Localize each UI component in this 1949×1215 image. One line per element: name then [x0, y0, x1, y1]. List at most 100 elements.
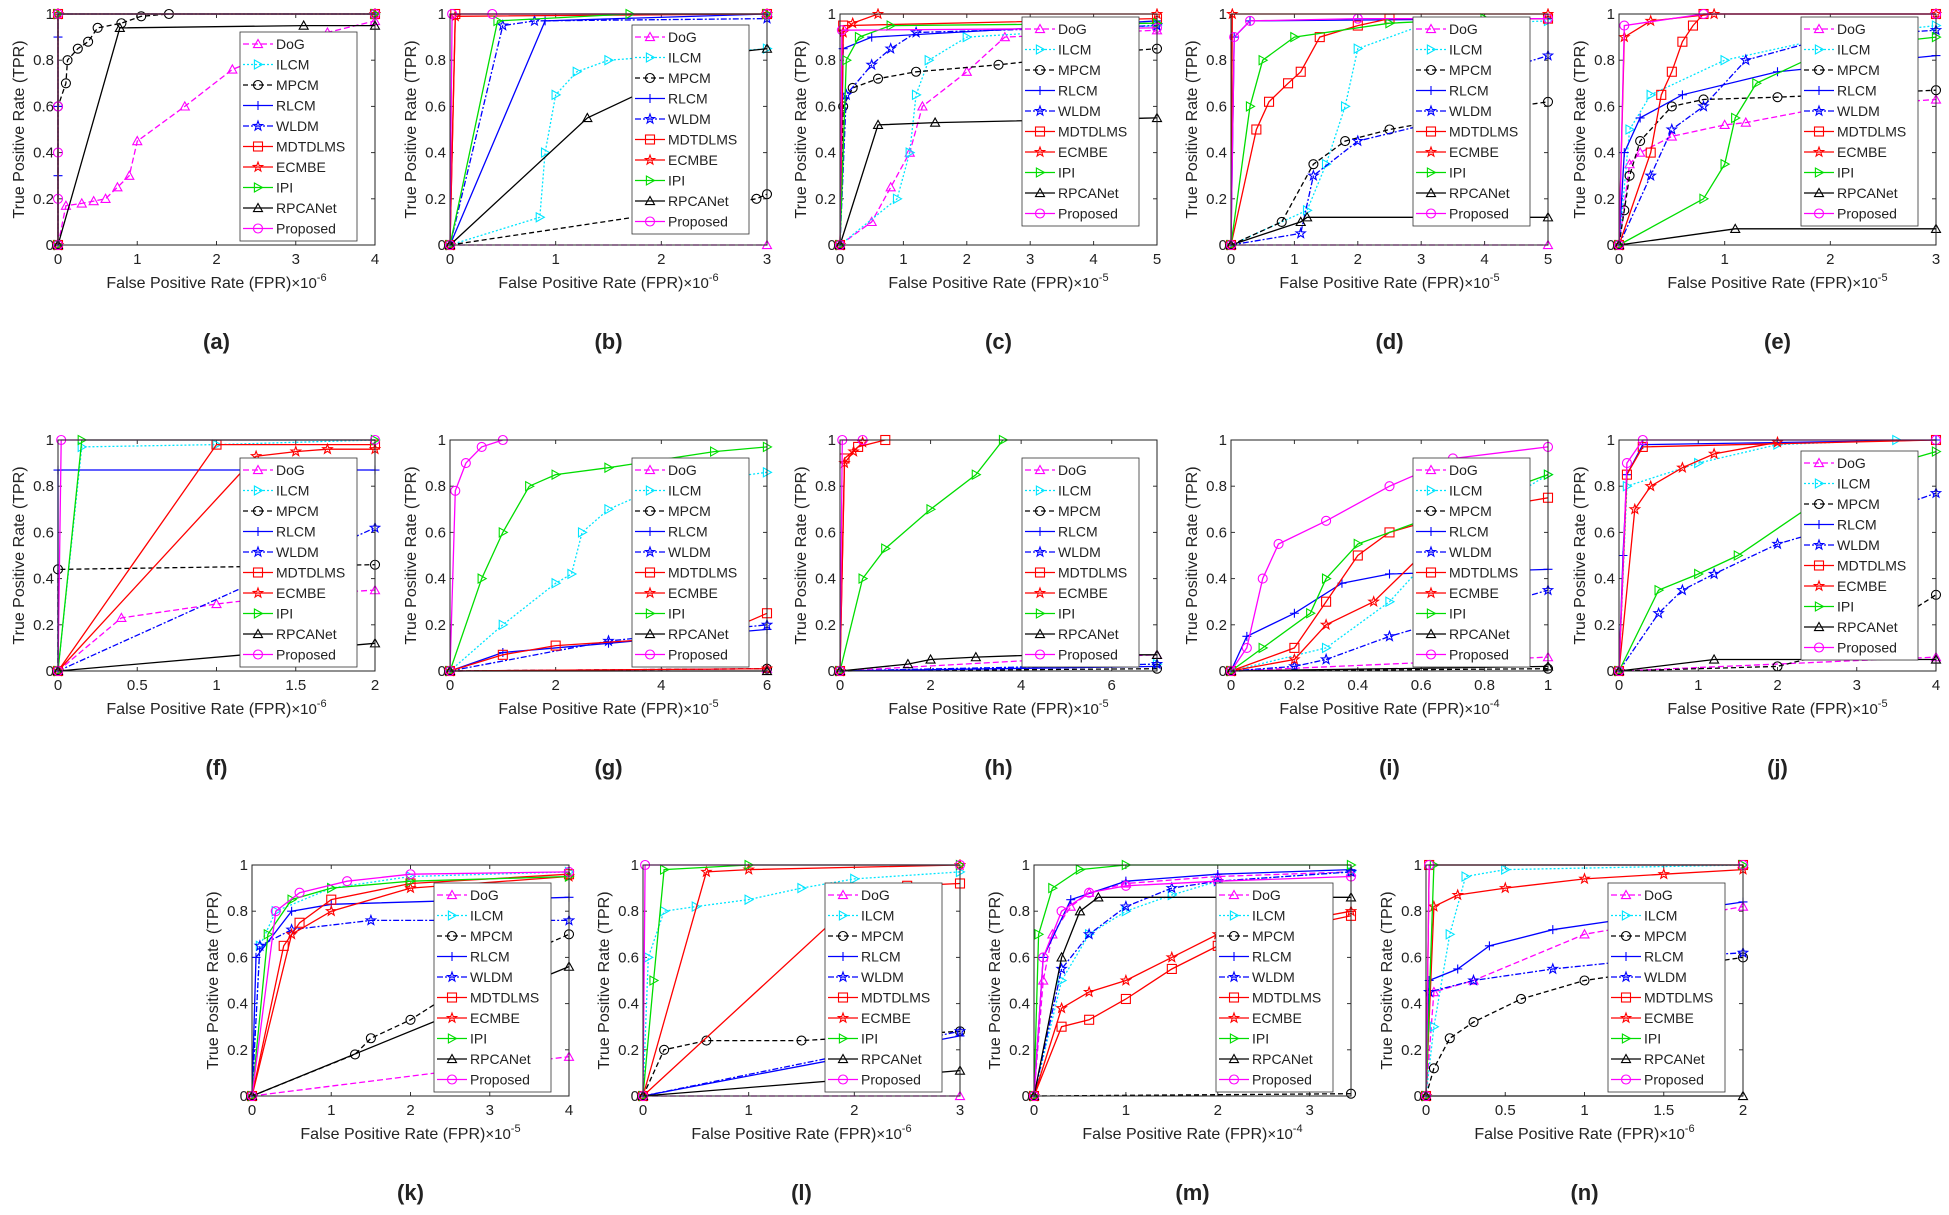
- legend-label: RLCM: [276, 98, 316, 114]
- series-dog-point: [1666, 130, 1678, 141]
- panel-label: (m): [1175, 1180, 1209, 1205]
- legend-marker: [1035, 167, 1046, 178]
- legend-label: ILCM: [1837, 42, 1870, 58]
- x-tick-label: 6: [763, 677, 771, 694]
- y-tick-label: 1: [828, 6, 836, 23]
- legend-marker: [253, 182, 264, 193]
- legend-marker: [1424, 145, 1438, 158]
- roc-panel-d: 0 1 2 3 4 5 0 0.2 0.4 0.6 0.8 1 DoG ILCM MPCM RLCM WLDM M…: [1184, 6, 1554, 354]
- legend-label: DoG: [1058, 462, 1087, 478]
- legend-marker: [643, 153, 657, 166]
- series-wldm-line: [839, 24, 1158, 246]
- y-tick-label: 1: [1022, 857, 1030, 874]
- legend-label: RPCANet: [1837, 185, 1898, 201]
- plot-frame: [1033, 864, 1352, 1097]
- legend-marker: [1426, 167, 1437, 178]
- legend: DoG ILCM MPCM RLCM WLDM MDTDLMS ECMBE IPI RPCANe…: [1800, 450, 1919, 661]
- x-tick-label: 1.5: [285, 677, 306, 694]
- legend-entry-mdtdlms: MDTDLMS: [635, 565, 737, 581]
- x-axis-exponent: -6: [317, 272, 327, 284]
- series-ilcm-point: [1340, 100, 1351, 112]
- series-rpcanet-point: [581, 112, 593, 123]
- series-ipi-point: [327, 882, 337, 894]
- series-proposed-point: [405, 869, 416, 880]
- series-ecmbe-line: [449, 13, 768, 246]
- legend-marker: [1813, 621, 1825, 632]
- legend-marker: [252, 505, 264, 517]
- legend-label: RPCANet: [668, 193, 729, 209]
- legend-entry-proposed: Proposed: [635, 647, 728, 663]
- legend-entry-proposed: Proposed: [437, 1072, 530, 1088]
- y-tick-label: 0.2: [33, 617, 54, 634]
- legend-entry-dog: DoG: [1025, 462, 1087, 478]
- legend-marker: [1033, 145, 1047, 158]
- legend-entry-wldm: WLDM: [1025, 544, 1101, 560]
- legend-marker: [252, 38, 264, 49]
- legend: DoG ILCM MPCM RLCM WLDM MDTDLMS ECMBE IPI RPCANe…: [631, 457, 750, 668]
- series-ipi-point: [551, 469, 562, 481]
- legend-marker: [644, 72, 656, 84]
- x-tick-label: 2: [1739, 1102, 1747, 1119]
- legend-label: DoG: [668, 29, 697, 45]
- y-axis-label: True Positive Rate (TPR): [403, 466, 420, 644]
- series-ipi-point: [1306, 607, 1316, 619]
- legend-marker: [645, 94, 655, 103]
- series-ipi-line: [839, 22, 1158, 246]
- series-rlcm-point: [867, 32, 877, 42]
- legend-marker: [1034, 208, 1046, 219]
- legend-entry-wldm: WLDM: [437, 969, 513, 985]
- series-mpcm-point: [83, 36, 94, 47]
- legend: DoG ILCM MPCM RLCM WLDM MDTDLMS ECMBE IPI RPCANe…: [239, 31, 358, 242]
- legend-label: ILCM: [1252, 908, 1285, 924]
- y-tick-label: 0.4: [1594, 145, 1615, 162]
- series-ipi-point: [842, 54, 852, 66]
- y-tick-label: 0: [1414, 1088, 1422, 1105]
- series-mpcm-point: [60, 78, 71, 89]
- x-tick-label: 1: [551, 251, 559, 268]
- panel-label: (g): [594, 755, 622, 780]
- x-tick-label: 0: [639, 1102, 647, 1119]
- legend-label: MDTDLMS: [861, 990, 930, 1006]
- legend-entry-ilcm: ILCM: [1219, 908, 1285, 924]
- series-dog-point: [131, 135, 143, 146]
- series-ecmbe-point: [846, 16, 859, 29]
- legend-marker: [645, 52, 656, 63]
- legend-entry-rpcanet: RPCANet: [243, 200, 337, 216]
- legend-marker: [252, 79, 264, 91]
- legend-label: ECMBE: [276, 585, 326, 601]
- legend-marker: [1228, 930, 1240, 942]
- legend-label: RPCANet: [276, 200, 337, 216]
- roc-panel-l: 0 1 2 3 0 0.2 0.4 0.6 0.8 1 DoG ILCM MPCM RLCM WLDM MDT…: [596, 857, 966, 1205]
- x-tick-label: 3: [956, 1102, 964, 1119]
- panel-label: (k): [397, 1180, 424, 1205]
- legend-label: Proposed: [1449, 206, 1509, 222]
- series-mpcm-point: [1276, 216, 1287, 227]
- x-tick-label: 4: [1089, 251, 1097, 268]
- series-ilcm-line: [449, 48, 768, 246]
- legend-entry-proposed: Proposed: [1025, 206, 1118, 222]
- legend-marker: [1033, 104, 1047, 117]
- y-tick-label: 0.8: [1206, 478, 1227, 495]
- series-proposed-line: [449, 439, 504, 672]
- x-axis-title: False Positive Rate (FPR): [1279, 701, 1464, 718]
- series-dog-point: [1037, 974, 1049, 985]
- legend-entry-ecmbe: ECMBE: [828, 1010, 911, 1026]
- legend-marker: [1425, 126, 1437, 137]
- series-ilcm-point: [1429, 1021, 1440, 1033]
- series-ilcm-point: [962, 31, 973, 43]
- series-ilcm-point: [850, 873, 860, 885]
- series-dog-point: [916, 100, 928, 111]
- x-tick-label: 0: [1227, 251, 1235, 268]
- series-ilcm-point: [567, 568, 578, 580]
- series-wldm-point: [496, 18, 509, 31]
- legend-marker: [1814, 478, 1825, 489]
- series-rpcanet-point: [929, 116, 941, 127]
- series-ecmbe-point: [838, 456, 851, 469]
- legend-label: MPCM: [1837, 62, 1880, 78]
- legend-label: ECMBE: [1644, 1010, 1694, 1026]
- legend-marker: [1425, 23, 1437, 34]
- series-ipi-point: [710, 446, 720, 457]
- series-mpcm-point: [62, 55, 73, 66]
- series-ecmbe-point: [700, 865, 713, 878]
- y-tick-label: 0.6: [1594, 524, 1615, 541]
